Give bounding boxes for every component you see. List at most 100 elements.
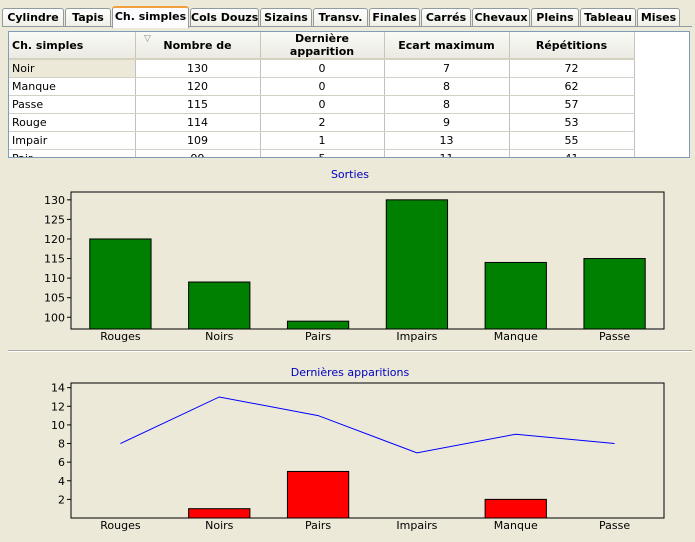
sorties-category-label: Pairs (305, 330, 331, 343)
table: Ch. simples Nombre de Dernière apparition E… (9, 32, 635, 157)
table-cell: 8 (384, 77, 510, 96)
sorties-ytick-label: 100 (44, 311, 65, 324)
apparitions-ytick-label: 6 (58, 456, 65, 469)
sorties-ytick-label: 115 (44, 253, 65, 266)
sorties-bar (484, 261, 547, 330)
table-cell: 7 (384, 59, 510, 78)
tab-cols-douzs[interactable]: Cols Douzs (190, 8, 259, 26)
column-header[interactable]: Ch. simples (9, 32, 136, 60)
apparitions-category-label: Pairs (305, 519, 331, 532)
tab-tapis[interactable]: Tapis (65, 8, 111, 26)
apparitions-ytick-label: 4 (58, 475, 65, 488)
table-cell: 130 (135, 59, 261, 78)
apparitions-bar (188, 508, 251, 519)
tab-pleins[interactable]: Pleins (531, 8, 579, 26)
table-cell: 13 (384, 131, 510, 150)
table-cell: Passe (9, 95, 136, 114)
column-header[interactable]: Dernière apparition (260, 32, 385, 60)
apparitions-bar (484, 498, 547, 519)
table-cell: 120 (135, 77, 261, 96)
apparitions-line-series (120, 396, 615, 454)
table-cell: Rouge (9, 113, 136, 132)
apparitions-ytick-label: 2 (58, 493, 65, 506)
sorties-bar (188, 281, 251, 330)
sorties-ytick-label: 130 (44, 194, 65, 207)
table-row[interactable]: Passe 115 0 8 57 (9, 95, 635, 114)
table-cell: 0 (260, 59, 385, 78)
chart1-title: Sorties (330, 168, 370, 181)
sorties-category-label: Passe (599, 330, 630, 343)
apparitions-ytick-label: 10 (51, 419, 65, 432)
table-cell: Impair (9, 131, 136, 150)
sorties-bar (583, 258, 646, 330)
tab-bar: Cylindre Tapis Ch. simples Cols Douzs Sizain… (2, 6, 692, 28)
column-header[interactable]: Répétitions (509, 32, 635, 60)
tab-finales[interactable]: Finales (369, 8, 420, 26)
apparitions-category-label: Rouges (100, 519, 141, 532)
sorties-category-label: Manque (494, 330, 538, 343)
table-row[interactable]: Rouge 114 2 9 53 (9, 113, 635, 132)
sort-indicator-icon: ▽ (144, 34, 151, 44)
table-cell: 53 (509, 113, 635, 132)
table-cell: Manque (9, 77, 136, 96)
table-cell: 109 (135, 131, 261, 150)
chart-separator (8, 350, 692, 352)
apparitions-plot-frame (70, 382, 665, 519)
tab-tableau[interactable]: Tableau (580, 8, 636, 26)
sorties-category-label: Noirs (205, 330, 234, 343)
table-cell: 114 (135, 113, 261, 132)
table-cell: 0 (260, 77, 385, 96)
apparitions-ytick-label: 12 (51, 400, 65, 413)
sorties-bar (89, 238, 152, 330)
tab-cylindre[interactable]: Cylindre (2, 8, 64, 26)
apparitions-category-label: Manque (494, 519, 538, 532)
tab-panel-border (2, 26, 692, 27)
sorties-category-label: Impairs (396, 330, 437, 343)
apparitions-category-label: Noirs (205, 519, 234, 532)
table-cell: 41 (509, 149, 635, 157)
table-cell: 62 (509, 77, 635, 96)
apparitions-category-label: Impairs (396, 519, 437, 532)
table-cell: Noir (9, 59, 136, 78)
tab-carr-s[interactable]: Carrés (421, 8, 471, 26)
chart2-title: Dernières apparitions (290, 366, 410, 379)
table-cell: 5 (260, 149, 385, 157)
table-row[interactable]: Impair 109 1 13 55 (9, 131, 635, 150)
column-header[interactable]: Ecart maximum (384, 32, 510, 60)
sorties-ytick-label: 110 (44, 272, 65, 285)
table-cell: 9 (384, 113, 510, 132)
apparitions-ytick-label: 14 (51, 382, 65, 395)
table-cell: Pair (9, 149, 136, 157)
sorties-ytick-label: 125 (44, 213, 65, 226)
table-cell: 72 (509, 59, 635, 78)
tab-chevaux[interactable]: Chevaux (472, 8, 530, 26)
sorties-bar (385, 199, 449, 330)
sorties-bar (286, 320, 350, 330)
table-row[interactable]: Manque 120 0 8 62 (9, 77, 635, 96)
apparitions-ytick-label: 8 (58, 438, 65, 451)
sorties-category-label: Rouges (100, 330, 141, 343)
table-cell: 0 (260, 95, 385, 114)
tab-transv-[interactable]: Transv. (313, 8, 368, 26)
tab-ch-simples[interactable]: Ch. simples (112, 6, 189, 28)
column-header[interactable]: Nombre de (135, 32, 261, 60)
table-cell: 99 (135, 149, 261, 157)
table-row[interactable]: Noir 130 0 7 72 (9, 59, 635, 78)
table-cell: 2 (260, 113, 385, 132)
table-cell: 115 (135, 95, 261, 114)
apparitions-bar (286, 470, 350, 519)
sorties-ytick-label: 105 (44, 292, 65, 305)
sorties-plot-frame (70, 191, 665, 330)
table-cell: 8 (384, 95, 510, 114)
tab-sizains[interactable]: Sizains (260, 8, 312, 26)
table-cell: 11 (384, 149, 510, 157)
table-cell: 55 (509, 131, 635, 150)
apparitions-category-label: Passe (599, 519, 630, 532)
table-row[interactable]: Pair9951141 (9, 149, 635, 157)
tab-mises[interactable]: Mises (637, 8, 680, 26)
sorties-ytick-label: 120 (44, 233, 65, 246)
table-cell: 1 (260, 131, 385, 150)
stats-table[interactable]: Ch. simples Nombre de Dernière apparition E… (8, 31, 690, 158)
